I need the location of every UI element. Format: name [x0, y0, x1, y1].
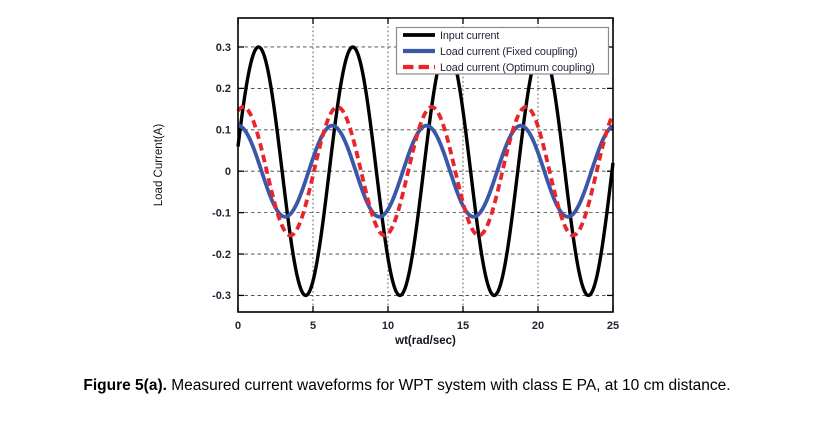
x-tick-label: 25 — [607, 320, 619, 332]
legend-label-load-current-optimum-coupling: Load current (Optimum coupling) — [440, 62, 595, 74]
x-tick-label: 15 — [457, 320, 469, 332]
figure-caption-label: Figure 5(a). — [83, 377, 167, 394]
figure-caption: Figure 5(a). Measured current waveforms … — [0, 376, 814, 396]
plot-border — [237, 17, 614, 313]
x-tick-label: 0 — [235, 320, 241, 332]
y-tick-label: -0.2 — [212, 249, 231, 261]
y-tick-label: 0 — [225, 166, 231, 178]
y-tick-label: -0.1 — [212, 207, 231, 219]
y-axis-label: Load Current(A) — [153, 124, 165, 207]
legend-label-input-current: Input current — [440, 30, 499, 42]
legend-label-load-current-fixed-coupling: Load current (Fixed coupling) — [440, 46, 578, 58]
x-tick-label: 5 — [310, 320, 316, 332]
y-tick-label: 0.2 — [216, 83, 231, 95]
waveform-chart: 0.3 0.2 0.1 0 -0.1 -0.2 -0.3 0 5 10 15 20 25 Input cu… — [153, 17, 619, 347]
chart-canvas: 0.3 0.2 0.1 0 -0.1 -0.2 -0.3 0 5 10 15 20 25 Input cu… — [153, 17, 619, 347]
y-tick-label: 0.3 — [216, 42, 231, 54]
x-axis-label: wt(rad/sec) — [394, 335, 456, 347]
x-tick-label: 20 — [532, 320, 544, 332]
y-tick-label: 0.1 — [216, 125, 231, 137]
series-path-load-current-optimum-coupling — [236, 105, 615, 238]
figure-caption-text: Measured current waveforms for WPT syste… — [171, 377, 731, 394]
x-tick-label: 10 — [382, 320, 394, 332]
y-tick-label: -0.3 — [212, 290, 231, 302]
series-path-load-current-fixed-coupling — [236, 123, 615, 219]
